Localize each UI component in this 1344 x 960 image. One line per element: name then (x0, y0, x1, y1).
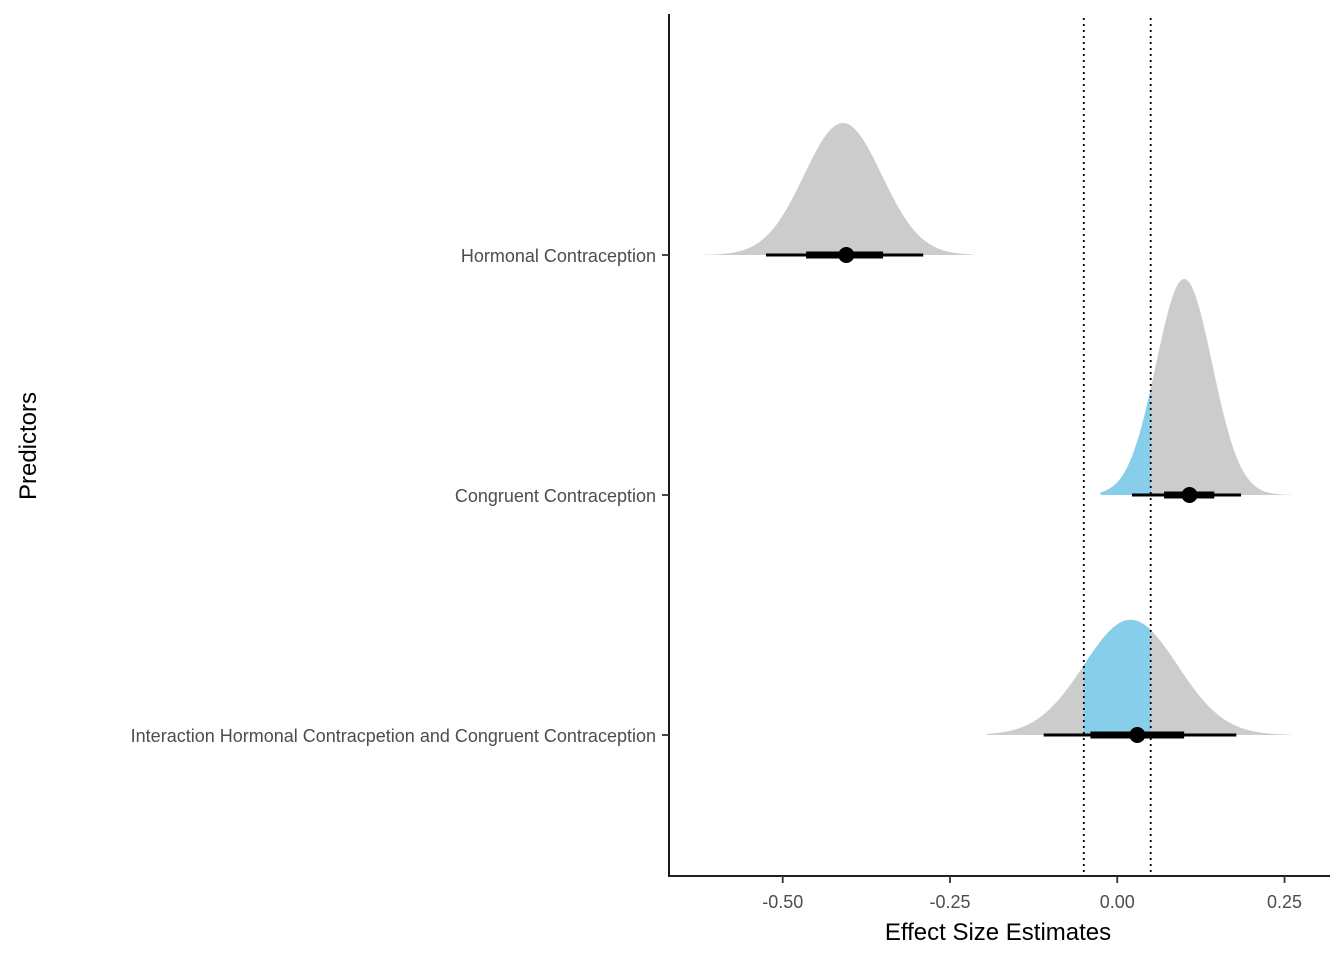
y-tick-label-2: Congruent Contraception (455, 486, 656, 506)
density-layer (702, 123, 1292, 735)
x-tick-label-4: 0.25 (1267, 892, 1302, 912)
y-tick-label-1: Hormonal Contraception (461, 246, 656, 266)
rope-area-3 (1083, 619, 1151, 735)
density-2 (1100, 279, 1292, 495)
x-tick-label-1: -0.50 (762, 892, 803, 912)
density-1 (702, 123, 974, 255)
x-tick-label-3: 0.00 (1100, 892, 1135, 912)
y-tick-label-3: Interaction Hormonal Contracpetion and C… (131, 726, 656, 746)
plot-panel (702, 18, 1292, 876)
interval-layer (766, 247, 1242, 743)
y-axis-title: Predictors (15, 392, 42, 500)
point-estimate-2 (1181, 487, 1198, 503)
axes: -0.50 -0.25 0.00 0.25 Hormonal Contraceptio… (131, 14, 1330, 912)
x-axis-title: Effect Size Estimates (885, 919, 1111, 946)
x-ticks: -0.50 -0.25 0.00 0.25 (762, 876, 1302, 912)
x-tick-label-2: -0.25 (929, 892, 970, 912)
y-ticks: Hormonal Contraception Congruent Contrace… (131, 246, 669, 746)
point-estimate-3 (1129, 727, 1146, 743)
rope-area-2 (1100, 388, 1151, 495)
point-estimate-1 (838, 247, 855, 263)
